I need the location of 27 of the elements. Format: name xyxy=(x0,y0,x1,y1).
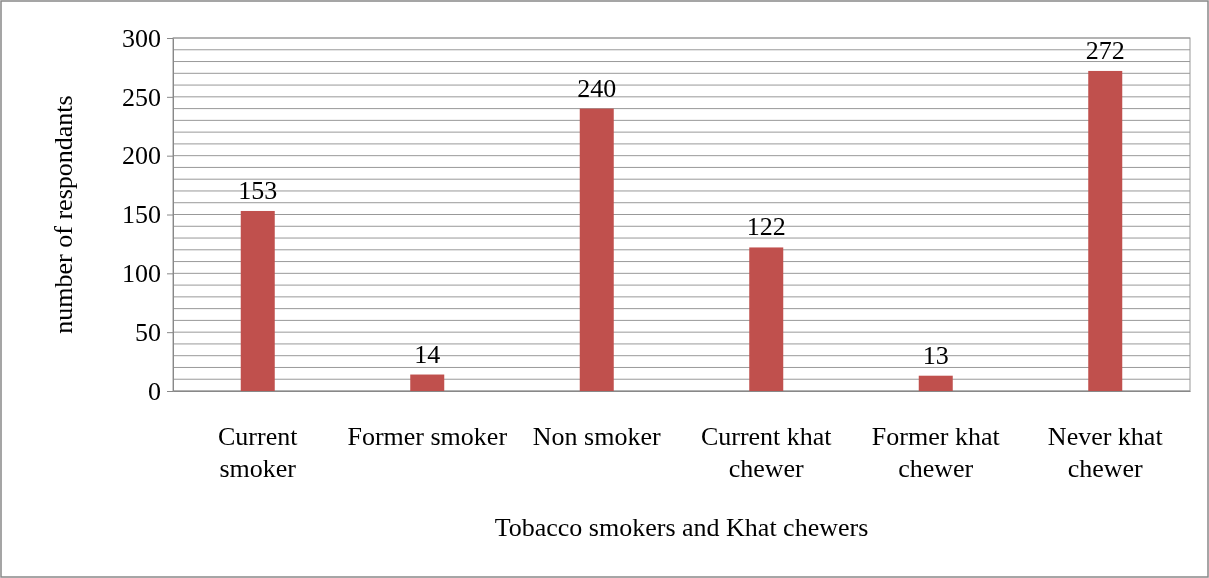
y-tick-label: 100 xyxy=(122,259,161,289)
bar xyxy=(579,108,614,391)
y-tick-label: 50 xyxy=(135,317,161,347)
bar xyxy=(749,247,784,391)
data-label: 272 xyxy=(1085,35,1125,65)
bar xyxy=(410,374,445,391)
data-label: 13 xyxy=(922,340,949,370)
y-axis-title: number of respondants xyxy=(49,95,78,334)
data-label: 122 xyxy=(746,212,786,242)
x-tick-label: Former khat chewer xyxy=(871,422,1001,483)
bar xyxy=(1088,70,1123,391)
y-tick-label: 0 xyxy=(148,376,161,406)
data-label: 153 xyxy=(238,175,278,205)
y-tick-label: 150 xyxy=(122,200,161,230)
data-label: 240 xyxy=(577,73,617,103)
x-tick-label: Former smoker xyxy=(347,422,508,451)
bar xyxy=(240,210,275,391)
x-tick-label: Current smoker xyxy=(218,422,299,483)
x-tick-label: Never khat chewer xyxy=(1047,422,1164,483)
x-tick-label: Current khat chewer xyxy=(700,422,833,483)
data-label: 14 xyxy=(414,339,441,369)
y-tick-label: 300 xyxy=(122,23,161,53)
y-tick-label: 250 xyxy=(122,82,161,112)
x-axis-title: Tobacco smokers and Khat chewers xyxy=(494,513,869,542)
bar xyxy=(918,375,953,391)
y-tick-label: 200 xyxy=(122,141,161,171)
x-tick-label: Non smoker xyxy=(532,422,661,451)
